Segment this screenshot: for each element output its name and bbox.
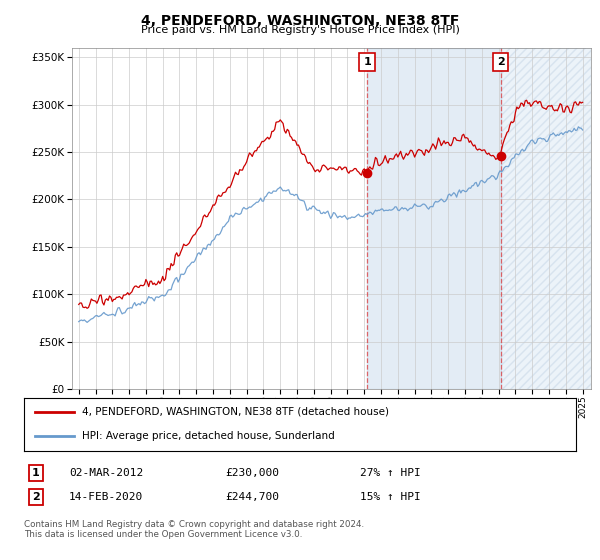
Text: 1: 1 [32,468,40,478]
Bar [367,48,500,389]
Text: HPI: Average price, detached house, Sunderland: HPI: Average price, detached house, Sund… [82,431,335,441]
Text: Contains HM Land Registry data © Crown copyright and database right 2024.
This d: Contains HM Land Registry data © Crown c… [24,520,364,539]
Text: 27% ↑ HPI: 27% ↑ HPI [360,468,421,478]
Text: Price paid vs. HM Land Registry's House Price Index (HPI): Price paid vs. HM Land Registry's House … [140,25,460,35]
Bar [500,48,591,389]
Text: 14-FEB-2020: 14-FEB-2020 [69,492,143,502]
Text: 15% ↑ HPI: 15% ↑ HPI [360,492,421,502]
Text: 2: 2 [497,57,505,67]
Text: 2: 2 [32,492,40,502]
Bar [500,48,591,389]
Text: 4, PENDEFORD, WASHINGTON, NE38 8TF: 4, PENDEFORD, WASHINGTON, NE38 8TF [141,14,459,28]
Text: 4, PENDEFORD, WASHINGTON, NE38 8TF (detached house): 4, PENDEFORD, WASHINGTON, NE38 8TF (deta… [82,407,389,417]
Text: £230,000: £230,000 [225,468,279,478]
Text: 02-MAR-2012: 02-MAR-2012 [69,468,143,478]
Text: 1: 1 [363,57,371,67]
Text: £244,700: £244,700 [225,492,279,502]
